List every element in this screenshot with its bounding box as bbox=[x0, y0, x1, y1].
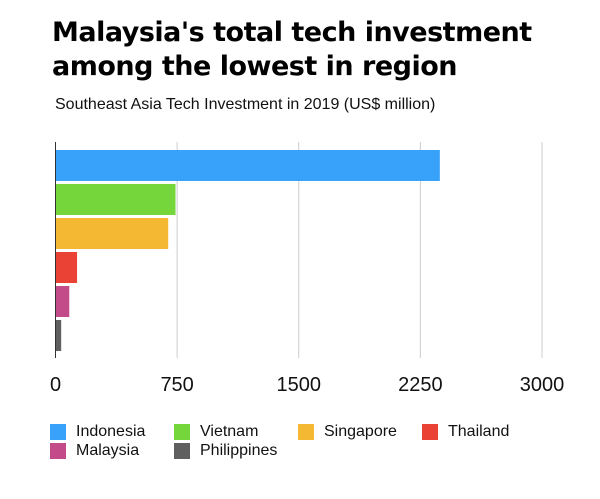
legend-swatch bbox=[174, 424, 190, 440]
chart-subtitle: Southeast Asia Tech Investment in 2019 (… bbox=[55, 96, 436, 113]
legend-item[interactable]: Singapore bbox=[298, 423, 397, 441]
legend-swatch bbox=[50, 443, 66, 459]
legend-label: Vietnam bbox=[200, 423, 259, 440]
chart-title: Malaysia's total tech investment among t… bbox=[52, 17, 532, 82]
x-tick-label: 3000 bbox=[520, 374, 565, 396]
legend-swatch bbox=[422, 424, 438, 440]
legend-swatch bbox=[298, 424, 314, 440]
legend-label: Indonesia bbox=[76, 423, 146, 440]
legend-label: Thailand bbox=[448, 423, 510, 440]
bar-malaysia bbox=[55, 286, 70, 317]
bar-philippines bbox=[55, 320, 62, 351]
legend-label: Singapore bbox=[324, 423, 397, 440]
bar-vietnam bbox=[55, 184, 176, 215]
legend-label: Malaysia bbox=[76, 442, 140, 459]
legend-swatch bbox=[50, 424, 66, 440]
x-tick-label: 2250 bbox=[398, 374, 443, 396]
legend-item[interactable]: Vietnam bbox=[174, 423, 258, 441]
legend-item[interactable]: Malaysia bbox=[50, 442, 139, 460]
legend-swatch bbox=[174, 443, 190, 459]
legend-label: Philippines bbox=[200, 442, 278, 459]
legend-item[interactable]: Indonesia bbox=[50, 423, 145, 441]
bar-thailand bbox=[55, 252, 78, 283]
x-tick-label: 1500 bbox=[277, 374, 322, 396]
plot-area: 0 750 1500 2250 3000 bbox=[50, 142, 565, 396]
bar-singapore bbox=[55, 218, 169, 249]
x-tick-label: 750 bbox=[160, 374, 193, 396]
bar-indonesia bbox=[55, 150, 440, 181]
legend-item[interactable]: Philippines bbox=[174, 442, 277, 460]
x-tick-label: 0 bbox=[50, 374, 61, 396]
legend-item[interactable]: Thailand bbox=[422, 423, 509, 441]
